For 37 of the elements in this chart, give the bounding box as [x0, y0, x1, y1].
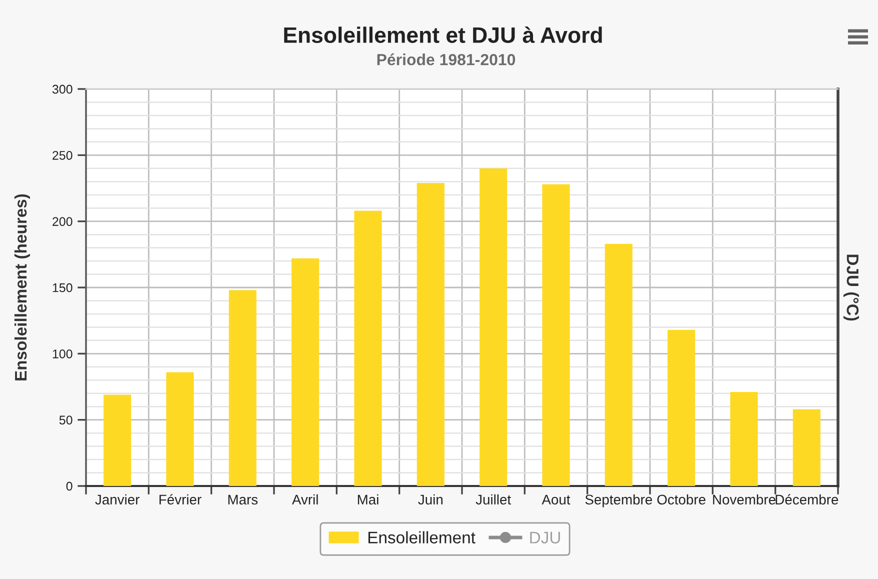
- legend-label: Ensoleillement: [368, 531, 476, 544]
- x-tick-label: Aout: [542, 494, 570, 505]
- y-tick-label: 200: [52, 217, 72, 226]
- bar: [416, 182, 444, 486]
- y2-axis-title: DJU (°C): [843, 254, 859, 321]
- bar: [166, 372, 194, 486]
- y-tick-label: 250: [52, 150, 72, 160]
- x-tick-label: Février: [160, 494, 202, 505]
- bar: [542, 184, 570, 486]
- x-tick-label: Janvier: [95, 494, 140, 505]
- bar: [604, 244, 632, 486]
- bar: [292, 258, 320, 486]
- legend-label: DJU: [530, 532, 560, 544]
- x-tick-label: Avril: [292, 494, 318, 504]
- x-tick-label: Mars: [228, 494, 258, 505]
- bar: [354, 210, 382, 486]
- x-tick-label: Octobre: [657, 494, 706, 505]
- y-axis-title: Ensoleillement (heures): [14, 194, 30, 380]
- bar: [668, 330, 696, 486]
- x-tick-label: Mai: [358, 494, 378, 505]
- y-tick-label: 0: [66, 482, 72, 491]
- x-tick-label: Novembre: [713, 494, 776, 505]
- y-tick-label: 300: [52, 84, 72, 94]
- y-tick-label: 100: [52, 349, 72, 358]
- bar: [228, 290, 256, 486]
- bar: [104, 394, 132, 486]
- chart-title: Ensoleillement et DJU à Avord: [284, 26, 602, 43]
- x-tick-label: Juillet: [476, 494, 511, 505]
- bar: [730, 392, 758, 486]
- x-tick-label: Décembre: [776, 494, 838, 505]
- y-tick-label: 150: [52, 283, 72, 292]
- bar: [480, 168, 508, 486]
- x-tick-label: Septembre: [585, 494, 652, 508]
- bar: [792, 409, 820, 486]
- x-tick-label: Juin: [418, 494, 443, 505]
- chart-subtitle: Période 1981-2010: [377, 53, 516, 66]
- y-tick-label: 50: [59, 416, 72, 424]
